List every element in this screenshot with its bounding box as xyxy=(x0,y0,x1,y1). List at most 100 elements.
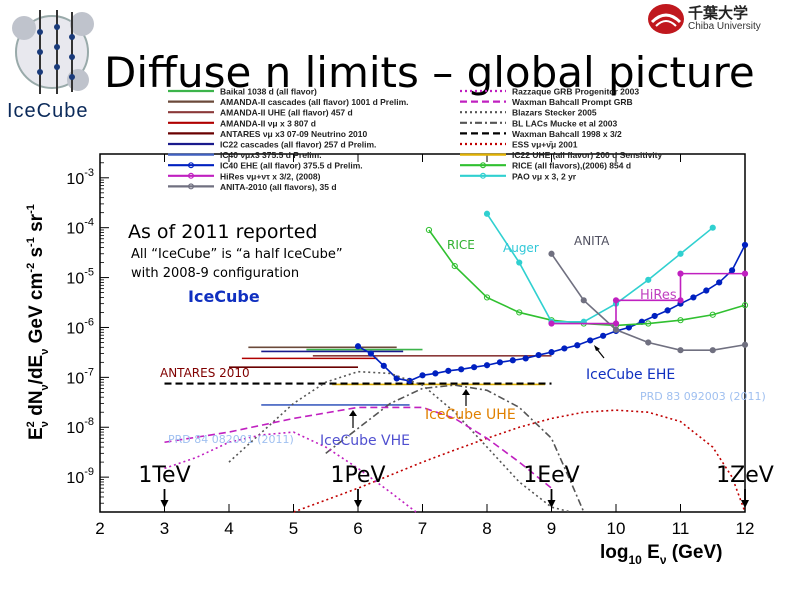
point-ic40-ehe-all-flavor-375-5-d-prelim xyxy=(587,337,594,344)
point-ic40-ehe-all-flavor-375-5-d-prelim xyxy=(483,362,491,369)
legend-label-pao-x-3-2-yr: PAO νμ x 3, 2 yr xyxy=(512,171,577,181)
university-name-en: Chiba University xyxy=(688,21,761,32)
point-anita-2010-all-flavors-35-d xyxy=(548,250,555,257)
university-name-jp: 千葉大学 xyxy=(688,4,749,22)
label-prd-83: PRD 83 092003 (2011) xyxy=(640,390,766,403)
icecube-logo-text: IceCube xyxy=(7,100,89,122)
point-ic40-ehe-all-flavor-375-5-d-prelim xyxy=(651,312,658,320)
x-tick-label: 10 xyxy=(607,519,626,538)
energy-markers: 1TeV 1PeV 1EeV 1ZeV xyxy=(138,463,774,508)
x-tick-label: 9 xyxy=(547,519,556,538)
point-ic40-ehe-all-flavor-375-5-d-prelim xyxy=(535,351,542,359)
point-ic40-ehe-all-flavor-375-5-d-prelim xyxy=(354,343,362,350)
y-tick-label: 10-4 xyxy=(66,217,94,238)
point-rice-all-flavors-2006-854-d xyxy=(451,262,458,270)
point-ic40-ehe-all-flavor-375-5-d-prelim xyxy=(367,350,374,357)
energy-arrowhead-1eev xyxy=(547,500,556,508)
point-rice-all-flavors-2006-854-d xyxy=(645,320,652,327)
point-ic40-ehe-all-flavor-375-5-d-prelim xyxy=(548,349,555,356)
legend-label-bl-lacs-mucke-et-al-2003: BL LACs Mucke et al 2003 xyxy=(512,118,617,128)
energy-label-1pev: 1PeV xyxy=(330,463,385,488)
point-pao-x-3-2-yr xyxy=(483,210,491,217)
point-ic40-ehe-all-flavor-375-5-d-prelim xyxy=(471,364,478,371)
point-anita-2010-all-flavors-35-d xyxy=(580,297,587,304)
point-ic40-ehe-all-flavor-375-5-d-prelim xyxy=(496,359,503,366)
point-ic40-ehe-all-flavor-375-5-d-prelim xyxy=(716,279,723,286)
legend-label-ic22-cascades-all-flavor-257-d-prelim: IC22 cascades (all flavor) 257 d Prelim. xyxy=(220,140,376,150)
label-icecube-uhe: IceCube UHE xyxy=(425,407,516,423)
series-hires-x-3-2-2008 xyxy=(551,272,745,325)
legend-label-ic40-ehe-all-flavor-375-5-d-prelim: IC40 EHE (all flavor) 375.5 d Prelim. xyxy=(220,161,363,171)
point-rice-all-flavors-2006-854-d xyxy=(741,302,749,309)
energy-label-1tev: 1TeV xyxy=(138,463,190,488)
point-ic40-ehe-all-flavor-375-5-d-prelim xyxy=(625,324,633,331)
series-ess-2001 xyxy=(293,409,746,513)
energy-label-1zev: 1ZeV xyxy=(716,463,774,488)
point-ic40-ehe-all-flavor-375-5-d-prelim xyxy=(741,241,749,249)
chiba-university-logo xyxy=(646,2,796,38)
x-tick-label: 2 xyxy=(95,519,104,538)
series-blazars-stecker-2005 xyxy=(228,370,572,513)
legend-marker-hires-x-3-2-2008 xyxy=(188,172,195,179)
energy-arrowhead-1pev xyxy=(354,500,362,508)
point-hires-x-3-2-2008 xyxy=(612,320,620,327)
point-pao-x-3-2-yr xyxy=(516,259,523,266)
energy-arrowhead-1tev xyxy=(160,500,169,508)
point-ic40-ehe-all-flavor-375-5-d-prelim xyxy=(445,367,452,374)
point-ic40-ehe-all-flavor-375-5-d-prelim xyxy=(393,375,400,382)
legend-marker-pao-x-3-2-yr xyxy=(480,172,487,179)
legend-label-ic22-uhe-all-flavor-200-d-sensitivity: IC22 UHE (all flavor) 200 d Sensitivity xyxy=(512,150,662,160)
legend-label-hires-x-3-2-2008: HiRes νμ+ντ x 3/2, (2008) xyxy=(220,171,321,181)
x-tick-label: 7 xyxy=(418,519,427,538)
legend-label-baikal-1038-d-all-flavor: Baikal 1038 d (all flavor) xyxy=(220,87,317,97)
chiba-university-emblem xyxy=(648,4,684,34)
arrow-uhe xyxy=(462,389,470,406)
label-rice: RICE xyxy=(447,238,475,252)
point-rice-all-flavors-2006-854-d xyxy=(709,311,716,318)
point-hires-x-3-2-2008 xyxy=(612,297,620,304)
page-title: Diffuse n limits – global picture xyxy=(104,48,755,97)
annotation-configuration: with 2008-9 configuration xyxy=(131,266,299,281)
label-icecube-ehe: IceCube EHE xyxy=(586,367,675,383)
point-hires-x-3-2-2008 xyxy=(548,320,555,327)
energy-arrowhead-1zev xyxy=(741,500,749,508)
y-axis-label: E2 ν dNν/dEν GeV cm-2 s-1 sr-1 xyxy=(25,204,51,440)
point-pao-x-3-2-yr xyxy=(645,276,652,283)
y-tick-label: 10-3 xyxy=(66,167,94,188)
point-ic40-ehe-all-flavor-375-5-d-prelim xyxy=(522,355,529,362)
x-tick-label: 8 xyxy=(482,519,491,538)
annotation-icecube: IceCube xyxy=(188,287,260,306)
label-antares-2010: ANTARES 2010 xyxy=(160,366,250,380)
label-hires: HiRes xyxy=(640,288,677,303)
x-tick-label: 3 xyxy=(160,519,169,538)
x-tick-label: 4 xyxy=(224,519,233,538)
point-ic40-ehe-all-flavor-375-5-d-prelim xyxy=(664,307,671,314)
legend-label-blazars-stecker-2005: Blazars Stecker 2005 xyxy=(512,108,597,118)
point-ic40-ehe-all-flavor-375-5-d-prelim xyxy=(729,267,736,274)
point-ic40-ehe-all-flavor-375-5-d-prelim xyxy=(574,342,581,349)
annotation-half-icecube: All “IceCube” is “a half IceCube” xyxy=(131,247,343,262)
point-anita-2010-all-flavors-35-d xyxy=(612,326,620,333)
icecube-logo-graphic xyxy=(12,10,94,94)
point-anita-2010-all-flavors-35-d xyxy=(709,347,716,354)
legend-label-waxman-bahcall-prompt-grb: Waxman Bahcall Prompt GRB xyxy=(512,97,633,107)
arrow-ehe xyxy=(594,345,605,359)
legend-label-amanda-ii-uhe-all-flavor-457-d: AMANDA-II UHE (all flavor) 457 d xyxy=(220,108,353,118)
legend-label-amanda-ii-cascades-all-flavor-1001-d-prelim: AMANDA-II cascades (all flavor) 1001 d P… xyxy=(220,97,409,107)
y-tick-label: 10-8 xyxy=(66,416,94,437)
y-axis-ticks: 10-9 10-8 10-7 10-6 10-5 10-4 10-3 xyxy=(66,162,109,504)
label-icecube-vhe: IceCube VHE xyxy=(320,433,410,449)
point-ic40-ehe-all-flavor-375-5-d-prelim xyxy=(703,287,710,294)
legend-label-razzaque-grb-progenitor-2003: Razzaque GRB Progenitor 2003 xyxy=(512,87,639,97)
point-hires-x-3-2-2008 xyxy=(677,297,684,304)
legend-label-ic40-x3-375-5-d-prelim: IC40 νμx3 375.5 d Prelim. xyxy=(220,150,322,160)
x-tick-label: 12 xyxy=(736,519,755,538)
point-ic40-ehe-all-flavor-375-5-d-prelim xyxy=(419,372,426,379)
legend-left: Baikal 1038 d (all flavor)AMANDA-II casc… xyxy=(168,87,409,192)
legend-marker-ic40-ehe-all-flavor-375-5-d-prelim xyxy=(188,162,195,169)
series-layer xyxy=(164,210,749,513)
label-prd-84: PRD 84 082001 (2011) xyxy=(168,433,294,446)
legend-label-anita-2010-all-flavors-35-d: ANITA-2010 (all flavors), 35 d xyxy=(220,182,337,192)
y-tick-label: 10-5 xyxy=(66,267,94,288)
